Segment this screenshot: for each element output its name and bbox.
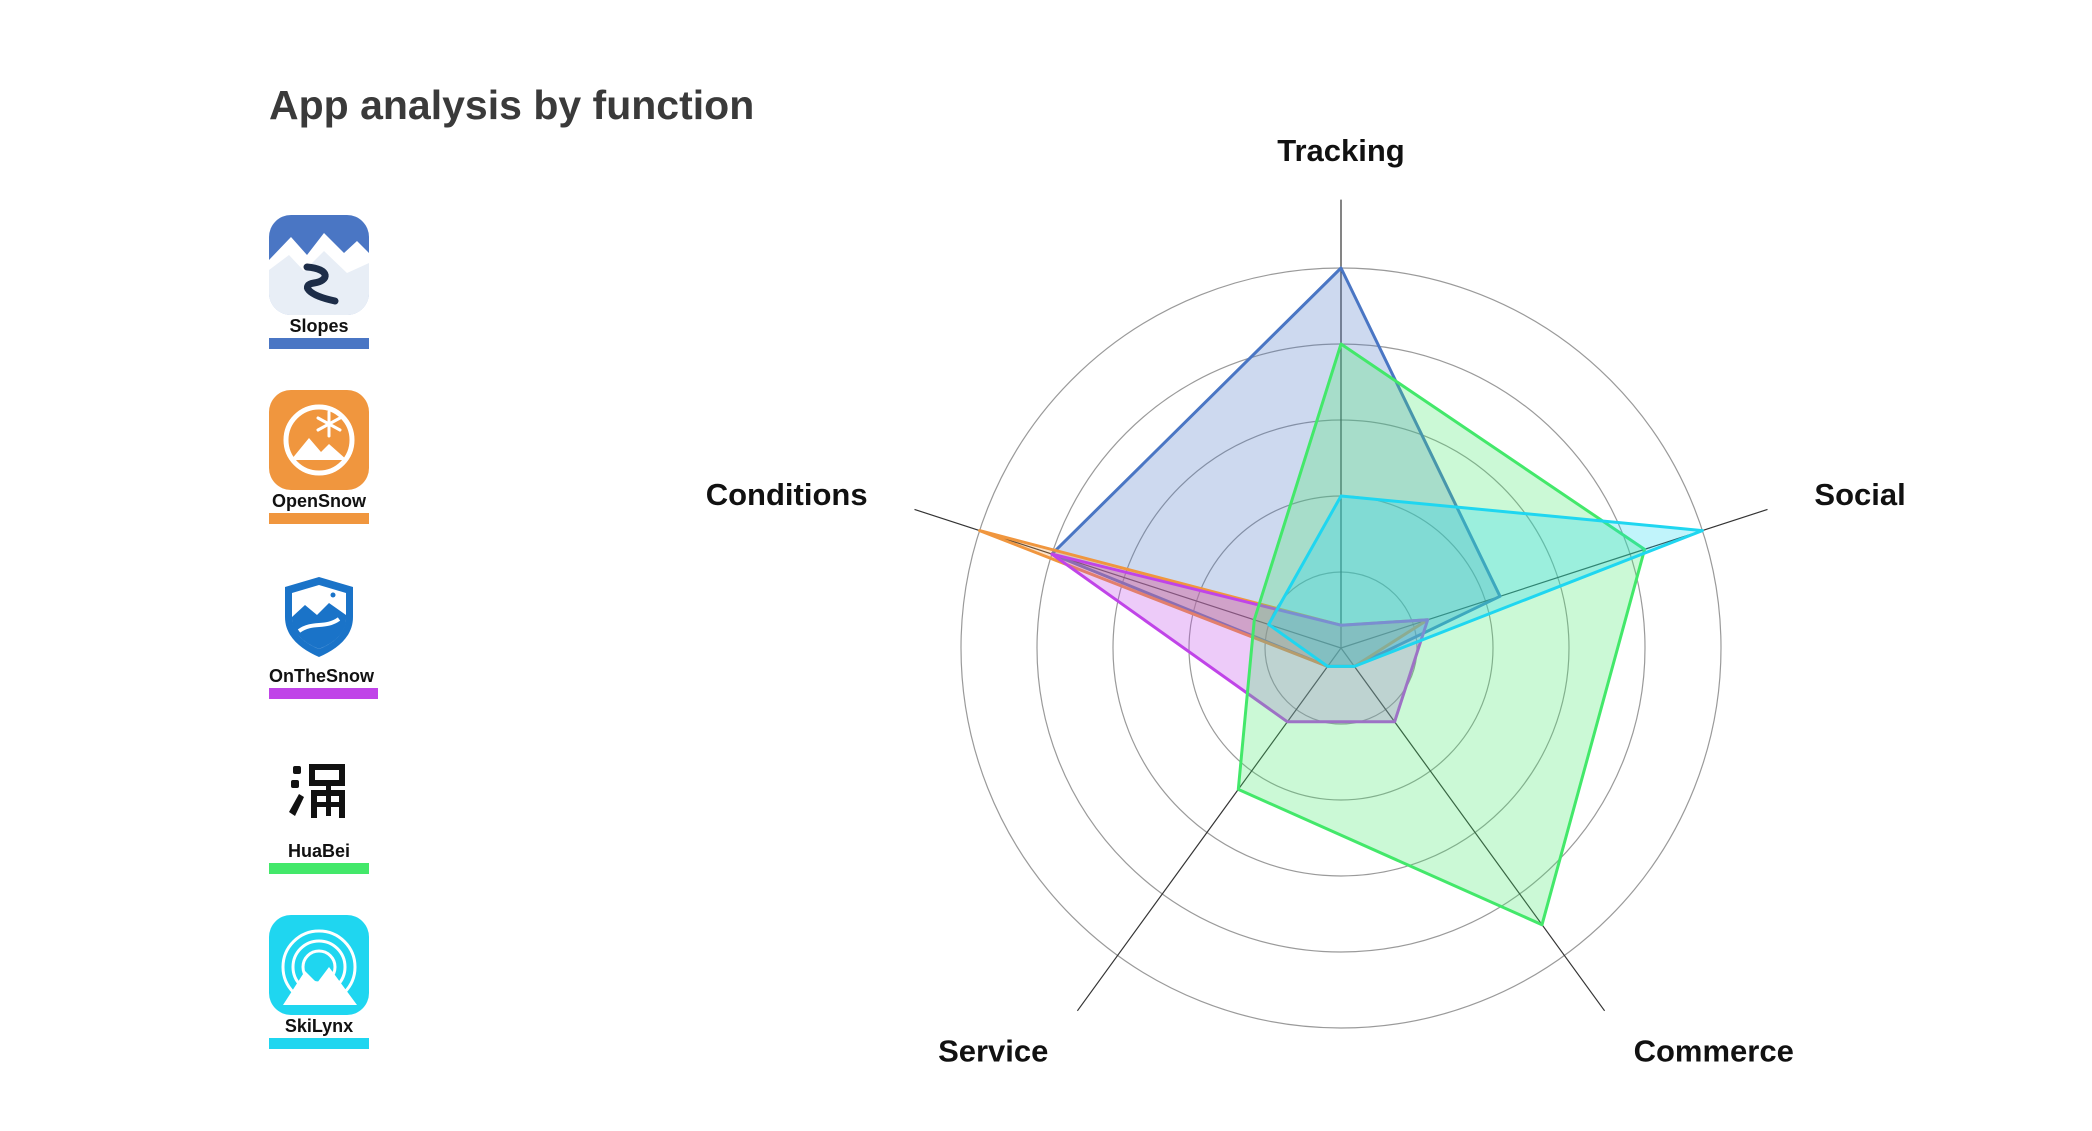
huabei-app-icon	[269, 740, 369, 840]
page-title: App analysis by function	[269, 82, 755, 128]
legend-color-bar-slopes	[269, 338, 369, 349]
legend-label-skilynx: SkiLynx	[284, 1016, 354, 1036]
axis-line-commerce	[1340, 647, 1606, 1012]
axis-label-conditions: Conditions	[706, 477, 868, 512]
legend-item-huabei[interactable]: HuaBei	[269, 740, 389, 915]
radar-axis-labels: Tracking Social Commerce Service Conditions	[706, 133, 1906, 1068]
legend-item-skilynx[interactable]: SkiLynx	[269, 915, 389, 1090]
legend-color-bar-skilynx	[269, 1038, 369, 1049]
legend-color-bar-huabei	[269, 863, 369, 874]
series-area-skilynx	[1267, 494, 1704, 668]
onthesnow-app-icon	[269, 565, 369, 665]
series-area-onthesnow	[1050, 552, 1430, 724]
legend-color-bar-opensnow	[269, 513, 369, 524]
axis-line-service	[1076, 647, 1342, 1012]
legend-color-bar-onthesnow	[269, 688, 378, 699]
legend-label-onthesnow: OnTheSnow	[269, 666, 374, 686]
radar-series	[978, 266, 1704, 927]
skilynx-app-icon	[269, 915, 369, 1015]
legend-item-opensnow[interactable]: OpenSnow	[269, 390, 389, 565]
legend-label-opensnow: OpenSnow	[272, 491, 366, 511]
legend-label-huabei: HuaBei	[287, 841, 350, 861]
legend: Slopes OpenSnow	[269, 215, 389, 1090]
axis-label-service: Service	[938, 1034, 1048, 1069]
axis-label-commerce: Commerce	[1634, 1034, 1794, 1069]
legend-item-slopes[interactable]: Slopes	[269, 215, 389, 390]
series-area-huabei	[1236, 342, 1647, 927]
axis-label-social: Social	[1814, 477, 1905, 512]
legend-label-slopes: Slopes	[289, 316, 349, 336]
slopes-app-icon	[269, 215, 369, 315]
opensnow-app-icon	[269, 390, 369, 490]
legend-item-onthesnow[interactable]: OnTheSnow	[269, 565, 389, 740]
axis-label-tracking: Tracking	[1277, 133, 1405, 168]
